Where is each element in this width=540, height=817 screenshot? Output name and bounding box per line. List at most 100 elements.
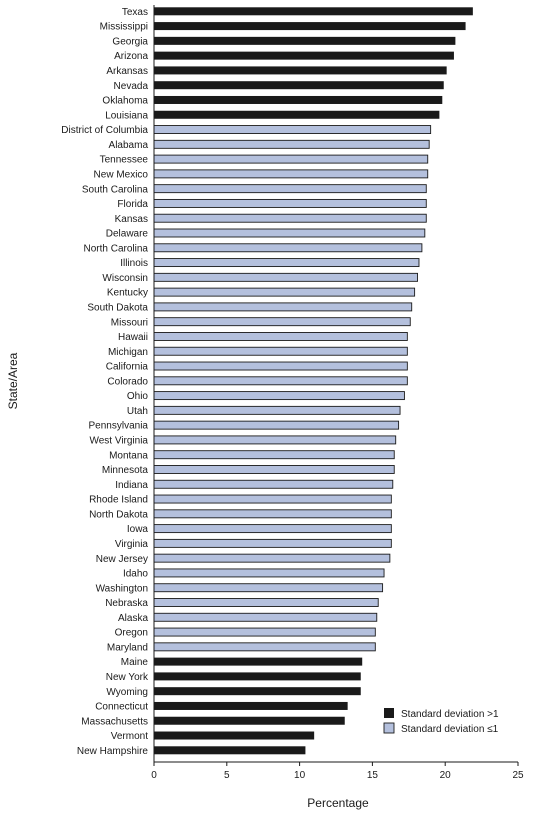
bar-south-dakota: [153, 302, 413, 312]
bar-montana: [153, 450, 395, 460]
bar-new-mexico: [153, 169, 429, 179]
bar-nevada: [154, 81, 444, 90]
bar-kentucky: [153, 287, 416, 297]
bar-virginia: [153, 538, 392, 548]
category-label: Missouri: [111, 317, 148, 328]
bar-connecticut: [154, 701, 348, 710]
category-label: Rhode Island: [89, 495, 148, 506]
bar-california: [153, 361, 408, 371]
category-label: Delaware: [106, 229, 149, 240]
category-label: Massachusetts: [81, 716, 148, 727]
bar-idaho: [153, 568, 385, 578]
x-tick-label: 10: [294, 770, 306, 781]
bar-texas: [154, 7, 473, 16]
bar-wyoming: [154, 687, 361, 696]
x-axis: 0 5 10 15 20 25: [151, 5, 524, 781]
bar-washington: [153, 583, 384, 593]
bar-ohio: [153, 391, 405, 401]
x-tick-label: 20: [440, 770, 452, 781]
category-label: South Dakota: [87, 303, 148, 314]
bar-delaware: [153, 228, 426, 238]
x-axis-title: Percentage: [307, 796, 369, 810]
bar-illinois: [153, 258, 420, 268]
bar-indiana: [153, 479, 394, 489]
bar-alabama: [153, 139, 430, 149]
category-label: New Mexico: [94, 169, 149, 180]
category-label: West Virginia: [89, 436, 148, 447]
category-label: Ohio: [127, 391, 149, 402]
category-label: Kentucky: [107, 288, 148, 299]
category-label: Florida: [117, 199, 148, 210]
bar-minnesota: [153, 465, 395, 474]
category-label: Hawaii: [118, 332, 148, 343]
category-label: Illinois: [120, 258, 148, 269]
category-label: Oregon: [115, 628, 148, 639]
category-label: Arkansas: [106, 66, 148, 77]
bar-michigan: [153, 346, 408, 356]
category-label: Oklahoma: [102, 96, 148, 107]
category-label: Georgia: [112, 36, 148, 47]
x-tick-label: 0: [151, 770, 157, 781]
category-label: Montana: [109, 450, 148, 461]
bar-mississippi: [154, 22, 466, 31]
category-label: Utah: [127, 406, 148, 417]
category-label: Maine: [121, 657, 149, 668]
category-label: Nevada: [114, 81, 149, 92]
category-label: Connecticut: [95, 702, 148, 713]
x-tick-label: 25: [512, 770, 524, 781]
category-label: California: [106, 362, 149, 373]
category-label: North Carolina: [84, 243, 149, 254]
bar-rhode-island: [153, 494, 392, 504]
y-axis-title: State/Area: [6, 352, 20, 409]
bar-arizona: [154, 51, 454, 60]
bar-maine: [154, 657, 363, 666]
bar-pennsylvania: [153, 420, 400, 430]
category-label: Indiana: [115, 480, 148, 491]
bar-utah: [153, 405, 401, 415]
legend-swatch-high: [384, 708, 394, 718]
category-label: Arizona: [114, 51, 148, 62]
bar-missouri: [153, 317, 411, 327]
category-label: North Dakota: [89, 509, 148, 520]
category-label: District of Columbia: [61, 125, 148, 136]
legend: Standard deviation >1 Standard deviation …: [383, 708, 499, 735]
category-label: South Carolina: [82, 184, 149, 195]
category-label: Tennessee: [100, 155, 149, 166]
category-label: New Jersey: [96, 554, 148, 565]
bar-louisiana: [154, 110, 440, 119]
legend-label-high: Standard deviation >1: [401, 709, 499, 720]
category-label: Alabama: [109, 140, 149, 151]
bar-florida: [153, 198, 427, 208]
category-label: Kansas: [115, 214, 148, 225]
bar-georgia: [154, 36, 456, 45]
category-label: Virginia: [115, 539, 149, 550]
bar-north-carolina: [153, 243, 423, 253]
bar-alaska: [153, 612, 378, 622]
x-tick-label: 5: [224, 770, 230, 781]
category-label: Colorado: [107, 376, 148, 387]
category-label: Alaska: [118, 613, 148, 624]
category-label: Pennsylvania: [89, 421, 149, 432]
bar-new-hampshire: [154, 746, 306, 755]
bar-massachusetts: [154, 716, 345, 725]
category-label: New Hampshire: [77, 746, 149, 757]
category-label: Vermont: [111, 731, 148, 742]
bar-nebraska: [153, 598, 379, 607]
category-label: Texas: [122, 7, 148, 18]
bar-north-dakota: [153, 509, 392, 519]
bar-vermont: [154, 731, 315, 740]
bar-arkansas: [154, 66, 447, 75]
bar-west-virginia: [153, 435, 397, 445]
category-label: Louisiana: [105, 110, 148, 121]
x-tick-label: 15: [367, 770, 379, 781]
category-labels: Texas Mississippi Georgia Arizona Arkansas Ne…: [61, 7, 149, 757]
category-label: Maryland: [107, 642, 148, 653]
category-label: Wisconsin: [102, 273, 148, 284]
bar-south-carolina: [153, 184, 427, 194]
bar-iowa: [153, 524, 392, 534]
category-label: Michigan: [108, 347, 148, 358]
bar-colorado: [153, 376, 408, 386]
category-label: Wyoming: [106, 687, 148, 698]
bar-hawaii: [153, 332, 408, 341]
